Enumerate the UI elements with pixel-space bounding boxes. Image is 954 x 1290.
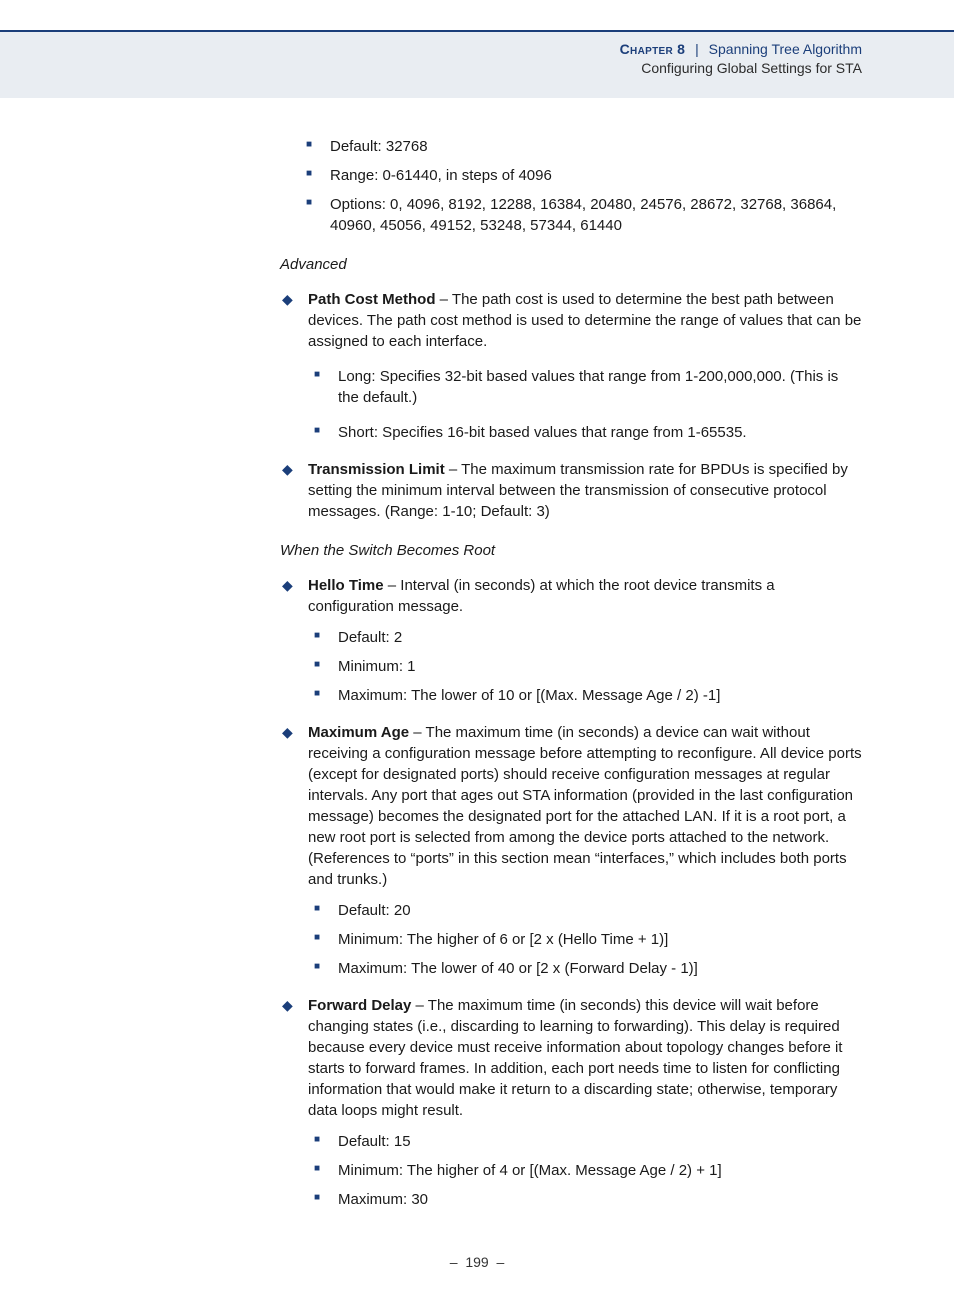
list-item: Minimum: The higher of 6 or [2 x (Hello … — [338, 929, 862, 950]
list-item: Default: 20 — [338, 900, 862, 921]
list-item: Maximum: The lower of 10 or [(Max. Messa… — [338, 685, 862, 706]
root-list: Hello Time – Interval (in seconds) at wh… — [280, 575, 862, 1210]
list-item: Minimum: The higher of 4 or [(Max. Messa… — [338, 1160, 862, 1181]
term: Maximum Age — [308, 724, 409, 741]
header-subtitle: Configuring Global Settings for STA — [0, 59, 862, 78]
page-header: Chapter 8 | Spanning Tree Algorithm Conf… — [0, 30, 954, 98]
term-desc: – The maximum time (in seconds) a device… — [308, 724, 862, 888]
list-item-hello-time: Hello Time – Interval (in seconds) at wh… — [300, 575, 862, 706]
section-heading-root: When the Switch Becomes Root — [280, 540, 862, 561]
list-item: Maximum: 30 — [338, 1189, 862, 1210]
list-item: Options: 0, 4096, 8192, 12288, 16384, 20… — [330, 194, 862, 236]
chapter-title: Spanning Tree Algorithm — [709, 41, 862, 57]
term: Hello Time — [308, 577, 384, 594]
term: Transmission Limit — [308, 461, 445, 478]
page-number: – 199 – — [0, 1226, 954, 1290]
header-separator: | — [689, 41, 705, 57]
list-item: Maximum: The lower of 40 or [2 x (Forwar… — [338, 958, 862, 979]
sub-list: Default: 15 Minimum: The higher of 4 or … — [308, 1131, 862, 1210]
header-top-line: Chapter 8 | Spanning Tree Algorithm — [0, 40, 862, 59]
term: Forward Delay — [308, 997, 411, 1014]
term: Path Cost Method — [308, 291, 436, 308]
list-item-transmission-limit: Transmission Limit – The maximum transmi… — [300, 459, 862, 522]
list-item: Default: 2 — [338, 627, 862, 648]
advanced-list: Path Cost Method – The path cost is used… — [280, 289, 862, 522]
list-item-forward-delay: Forward Delay – The maximum time (in sec… — [300, 995, 862, 1210]
term-desc: – The maximum time (in seconds) this dev… — [308, 997, 842, 1119]
list-item-path-cost: Path Cost Method – The path cost is used… — [300, 289, 862, 443]
chapter-label: Chapter 8 — [620, 41, 686, 57]
list-item: Default: 32768 — [330, 136, 862, 157]
section-heading-advanced: Advanced — [280, 254, 862, 275]
content-area: Default: 32768 Range: 0-61440, in steps … — [0, 98, 954, 1210]
list-item: Range: 0-61440, in steps of 4096 — [330, 165, 862, 186]
sub-list: Default: 2 Minimum: 1 Maximum: The lower… — [308, 627, 862, 706]
list-item-maximum-age: Maximum Age – The maximum time (in secon… — [300, 722, 862, 979]
list-item: Minimum: 1 — [338, 656, 862, 677]
sub-list: Default: 20 Minimum: The higher of 6 or … — [308, 900, 862, 979]
list-item: Long: Specifies 32-bit based values that… — [338, 366, 862, 408]
sub-list: Long: Specifies 32-bit based values that… — [308, 366, 862, 443]
intro-bullet-list: Default: 32768 Range: 0-61440, in steps … — [280, 136, 862, 236]
list-item: Short: Specifies 16-bit based values tha… — [338, 422, 862, 443]
page: Chapter 8 | Spanning Tree Algorithm Conf… — [0, 0, 954, 1290]
list-item: Default: 15 — [338, 1131, 862, 1152]
